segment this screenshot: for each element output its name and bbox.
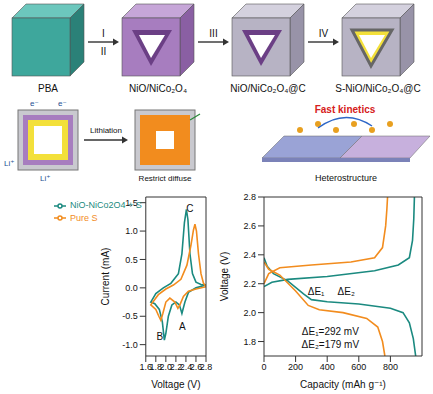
svg-text:2.8: 2.8 — [243, 192, 256, 202]
svg-text:IV: IV — [319, 28, 329, 39]
svg-text:S-NiO/NiCo₂O₄@C: S-NiO/NiCo₂O₄@C — [335, 83, 420, 94]
svg-text:1.8: 1.8 — [243, 337, 256, 347]
svg-text:Current (mA): Current (mA) — [100, 248, 111, 306]
svg-text:PBA: PBA — [38, 83, 58, 94]
svg-text:2.4: 2.4 — [243, 250, 256, 260]
svg-text:III: III — [209, 28, 217, 39]
svg-text:ΔE₁: ΔE₁ — [308, 286, 325, 297]
svg-text:200: 200 — [288, 362, 303, 372]
svg-text:C: C — [186, 203, 193, 214]
svg-text:B: B — [156, 331, 163, 342]
svg-text:600: 600 — [351, 362, 366, 372]
svg-text:A: A — [179, 321, 186, 332]
svg-text:Voltage (V): Voltage (V) — [219, 252, 230, 301]
svg-text:Restrict diffuse: Restrict diffuse — [139, 174, 192, 183]
svg-text:NiO/NiCo₂O₄: NiO/NiCo₂O₄ — [129, 83, 187, 94]
svg-text:e⁻: e⁻ — [58, 99, 67, 108]
svg-text:2.2: 2.2 — [243, 279, 256, 289]
svg-text:Heterostructure: Heterostructure — [315, 173, 377, 183]
svg-text:ΔE₁=292 mV: ΔE₁=292 mV — [302, 326, 359, 337]
svg-text:e⁻: e⁻ — [30, 99, 39, 108]
svg-text:Fast kinetics: Fast kinetics — [315, 104, 376, 115]
svg-text:-0.5: -0.5 — [122, 311, 138, 321]
svg-text:2.8: 2.8 — [200, 362, 213, 372]
svg-text:400: 400 — [320, 362, 335, 372]
svg-text:ΔE₂=179 mV: ΔE₂=179 mV — [302, 339, 360, 350]
svg-text:ΔE₂: ΔE₂ — [338, 286, 355, 297]
svg-text:Li⁺: Li⁺ — [4, 159, 14, 168]
svg-text:0.0: 0.0 — [125, 283, 138, 293]
svg-text:NiO/NiCo₂O₄@C: NiO/NiCo₂O₄@C — [230, 83, 305, 94]
svg-text:-1.0: -1.0 — [122, 340, 138, 350]
svg-text:Lithiation: Lithiation — [90, 126, 122, 135]
svg-text:2.6: 2.6 — [243, 221, 256, 231]
svg-text:1.0: 1.0 — [125, 226, 138, 236]
svg-text:I: I — [102, 28, 105, 39]
svg-text:800: 800 — [383, 362, 398, 372]
svg-text:0: 0 — [261, 362, 266, 372]
svg-text:Li⁺: Li⁺ — [40, 174, 50, 183]
svg-text:2.0: 2.0 — [243, 308, 256, 318]
svg-text:II: II — [101, 46, 107, 57]
svg-text:Voltage (V): Voltage (V) — [151, 379, 200, 390]
svg-text:0.5: 0.5 — [125, 255, 138, 265]
svg-text:1.5: 1.5 — [125, 198, 138, 208]
svg-text:Capacity (mAh g⁻¹): Capacity (mAh g⁻¹) — [300, 379, 386, 390]
